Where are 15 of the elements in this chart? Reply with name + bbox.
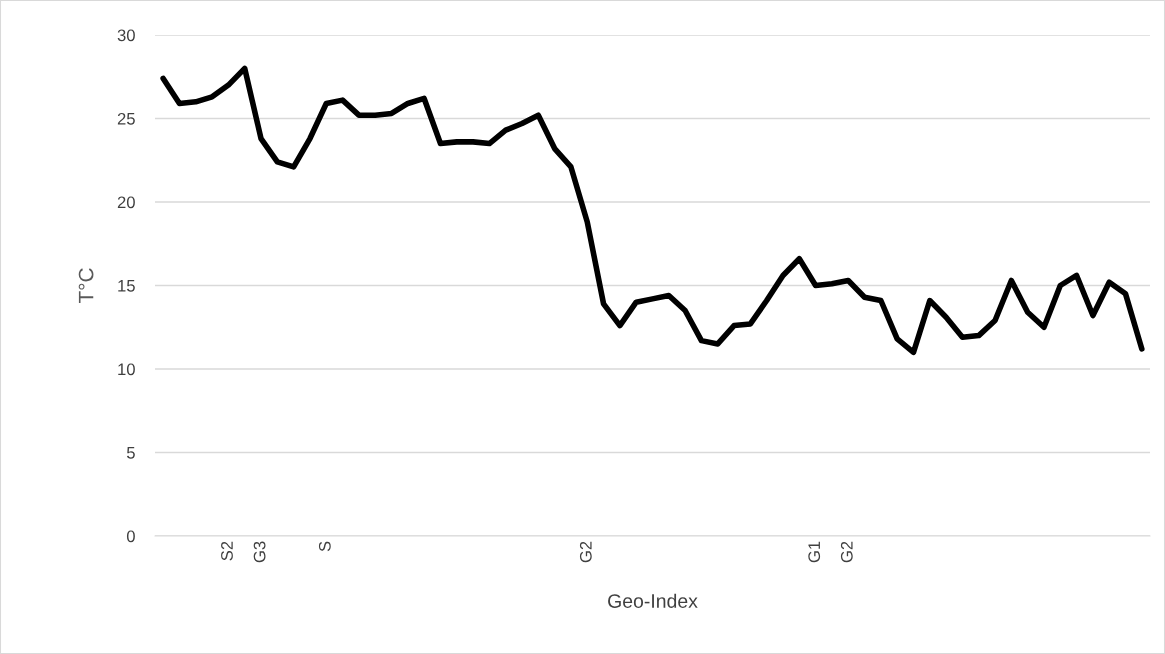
x-tick-label: G2 (840, 541, 853, 563)
y-tick-label: 10 (118, 363, 135, 376)
y-tick-label: 25 (117, 112, 135, 125)
x-tick-label: G1 (808, 541, 821, 563)
x-tick-label: G2 (579, 541, 592, 563)
x-tick-label: S2 (221, 541, 233, 561)
y-tick-label: 0 (126, 530, 135, 543)
x-tick-label: S (318, 541, 331, 552)
y-tick-label: 15 (118, 280, 135, 292)
x-tick-label: G3 (253, 541, 266, 563)
x-axis-title: Geo-Index (608, 593, 698, 608)
y-tick-label: 5 (126, 447, 135, 459)
y-tick-label: 20 (117, 196, 135, 209)
y-tick-label: 30 (117, 29, 135, 42)
y-axis-title: T°C (78, 268, 94, 304)
